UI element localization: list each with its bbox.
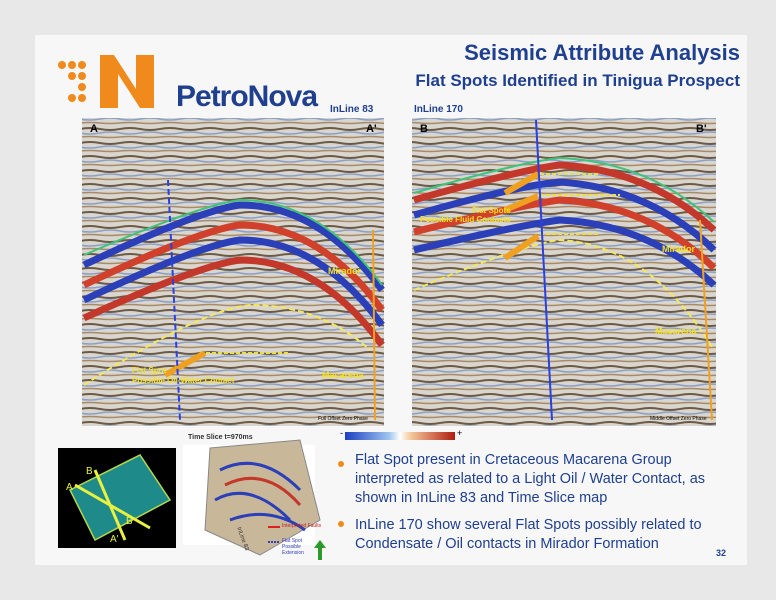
horizon-label: Macarena — [655, 326, 697, 336]
map-label: B' — [126, 516, 135, 527]
map-label: B — [86, 466, 93, 477]
annotation: Flat Spots — [472, 206, 511, 215]
panel-label: A — [90, 123, 98, 135]
bullet: Flat Spot present in Cretaceous Macarena… — [355, 452, 706, 506]
scale-label: + — [457, 428, 463, 438]
panel-footer: Full Offset Zero Phase — [318, 416, 368, 422]
panel-label: B' — [696, 123, 707, 135]
annotation: Possible Oil-Water Contact — [132, 376, 235, 385]
panel-footer: Middle Offset Zero Phase — [650, 416, 707, 422]
horizon-label: Macarena — [322, 370, 364, 380]
map-label: A — [66, 482, 73, 493]
title: Seismic Attribute Analysis — [464, 40, 740, 65]
panel-label: B — [420, 123, 428, 135]
annotation: Possible Fluid Contacts — [420, 215, 511, 224]
logo-text: PetroNova — [176, 80, 318, 113]
page-number: 32 — [716, 548, 727, 558]
legend-entry: Interpreted Faults — [282, 523, 322, 529]
panel-title: InLine 83 — [330, 104, 374, 115]
panel-label: A' — [366, 123, 377, 135]
subtitle: Flat Spots Identified in Tinigua Prospec… — [415, 71, 740, 90]
time-slice-title: Time Slice t=970ms — [188, 434, 253, 441]
annotation: Flat Spot — [132, 366, 167, 375]
panel-title: InLine 170 — [414, 104, 463, 115]
horizon-label: Mirador — [328, 266, 362, 276]
bullet: InLine 170 show several Flat Spots possi… — [355, 517, 702, 552]
map-label: A' — [110, 534, 119, 545]
legend-entry: Flat Spot Possible Extension — [282, 538, 304, 556]
horizon-label: Mirador — [662, 244, 696, 254]
scale-label: - — [340, 428, 343, 438]
